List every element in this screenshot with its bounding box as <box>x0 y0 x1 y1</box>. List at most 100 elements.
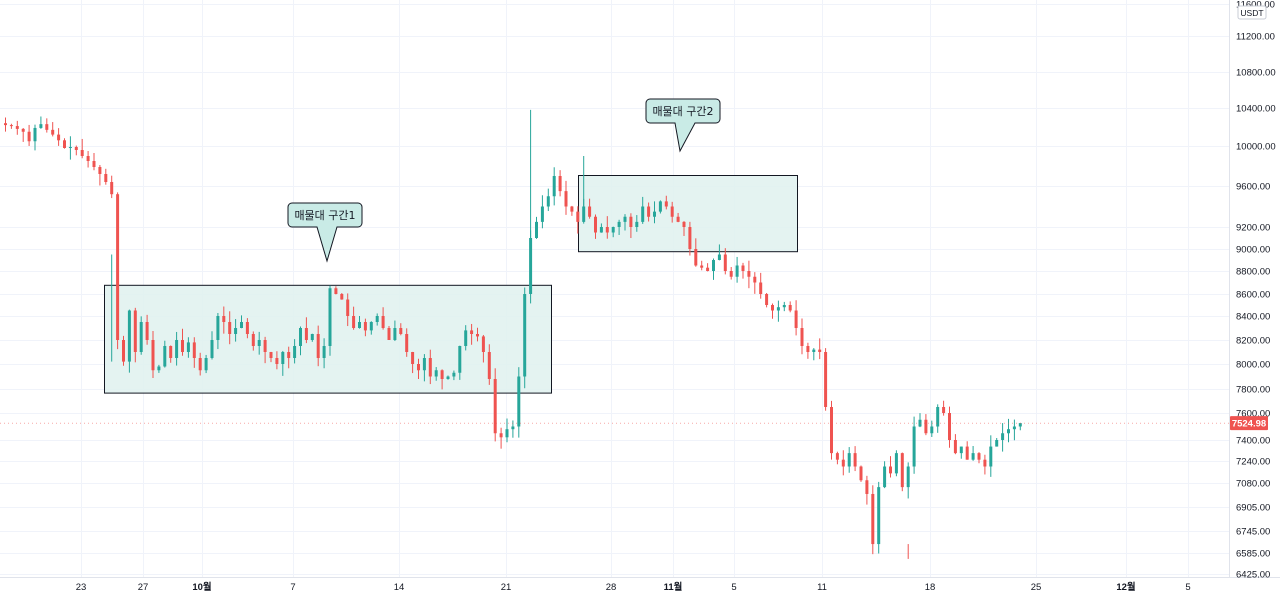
candle <box>57 128 61 146</box>
candle <box>245 318 249 339</box>
candle <box>458 345 462 380</box>
candle <box>540 195 544 229</box>
price-tick-label: 10400.00 <box>1236 104 1276 115</box>
candle <box>623 214 627 231</box>
price-tick-label: 7800.00 <box>1236 385 1270 396</box>
candle <box>788 301 792 313</box>
candle <box>198 352 202 376</box>
candle <box>570 205 574 216</box>
candle <box>411 351 415 374</box>
candle <box>275 351 279 370</box>
price-tick-label: 9200.00 <box>1236 223 1270 234</box>
candle <box>552 167 556 206</box>
candle <box>263 336 267 364</box>
zone-callout-label: 매물대 구간2 <box>652 105 713 118</box>
time-tick-label: 11 <box>817 582 827 593</box>
price-tick-label: 6425.00 <box>1236 570 1270 581</box>
candle <box>564 180 568 215</box>
price-tick-label: 8400.00 <box>1236 312 1270 323</box>
candle <box>546 188 550 212</box>
candle <box>68 136 72 160</box>
time-tick-label: 7 <box>290 582 295 593</box>
time-tick-label: 21 <box>501 582 512 593</box>
candle <box>428 349 432 385</box>
price-axis[interactable]: 11600.00 11200.00 10800.00 10400.00 10000.00… <box>1236 0 1276 581</box>
candle <box>499 427 503 449</box>
candle <box>4 117 7 132</box>
candle <box>210 331 214 360</box>
candle <box>812 348 816 361</box>
candle <box>9 123 13 129</box>
candle <box>33 124 37 151</box>
candle <box>871 485 875 555</box>
price-tick-label: 7080.00 <box>1236 479 1270 490</box>
candle <box>476 327 479 342</box>
candle <box>824 348 828 411</box>
volume-zone-rect[interactable] <box>578 175 798 253</box>
candle <box>39 116 43 129</box>
candle <box>446 375 450 380</box>
time-tick-label: 10월 <box>192 581 211 593</box>
zone-callout[interactable]: 매물대 구간2 <box>645 98 721 153</box>
candles-layer <box>0 109 1229 559</box>
candle <box>151 331 155 379</box>
candle <box>257 331 261 355</box>
candle <box>706 263 710 272</box>
candle <box>98 164 102 186</box>
candle <box>363 318 367 337</box>
price-tick-label: 11200.00 <box>1236 32 1275 43</box>
candle <box>234 319 238 342</box>
candle <box>806 342 810 359</box>
candle <box>841 450 845 476</box>
candle <box>900 452 904 492</box>
candle <box>45 118 49 133</box>
candle <box>493 368 497 442</box>
candle <box>63 138 66 149</box>
candle <box>163 340 167 368</box>
candle <box>1007 418 1010 443</box>
candle <box>310 333 314 342</box>
candle <box>92 153 96 171</box>
candle <box>186 337 190 358</box>
candle <box>558 170 562 197</box>
candle <box>440 369 444 390</box>
candle <box>953 434 957 455</box>
candle <box>995 437 999 447</box>
zone-callout[interactable]: 매물대 구간1 <box>287 202 363 263</box>
candle <box>859 465 863 482</box>
price-tick-label: 11600.00 <box>1236 0 1275 11</box>
zones-layer <box>104 175 798 394</box>
candle <box>853 446 857 472</box>
candle <box>74 145 78 156</box>
price-tick-label: 7240.00 <box>1236 457 1270 468</box>
candle <box>15 120 19 135</box>
candle <box>676 212 680 223</box>
candle <box>653 201 656 224</box>
candle <box>894 450 898 477</box>
candle <box>529 230 533 304</box>
grid-layer <box>0 0 1229 577</box>
candle <box>452 370 456 381</box>
candle <box>110 175 114 199</box>
candle <box>287 346 291 369</box>
candle <box>399 323 403 336</box>
price-tick-label: 7400.00 <box>1236 436 1270 447</box>
candle <box>576 206 580 234</box>
candle <box>700 260 704 271</box>
candle <box>971 446 975 461</box>
candle <box>127 309 131 373</box>
candle <box>759 272 763 299</box>
candle <box>629 213 633 239</box>
time-axis[interactable]: 23 27 10월 7 14 21 28 11월 5 11 18 25 12월 5 <box>76 581 1191 593</box>
candle <box>387 326 391 341</box>
candle <box>405 328 409 357</box>
zone-callout-label: 매물대 구간1 <box>294 209 355 222</box>
candle <box>723 248 727 275</box>
price-tick-label: 6585.00 <box>1236 549 1270 560</box>
candle <box>830 400 833 460</box>
price-tick-label: 8200.00 <box>1236 336 1270 347</box>
candle <box>316 325 320 367</box>
candle <box>175 331 179 366</box>
